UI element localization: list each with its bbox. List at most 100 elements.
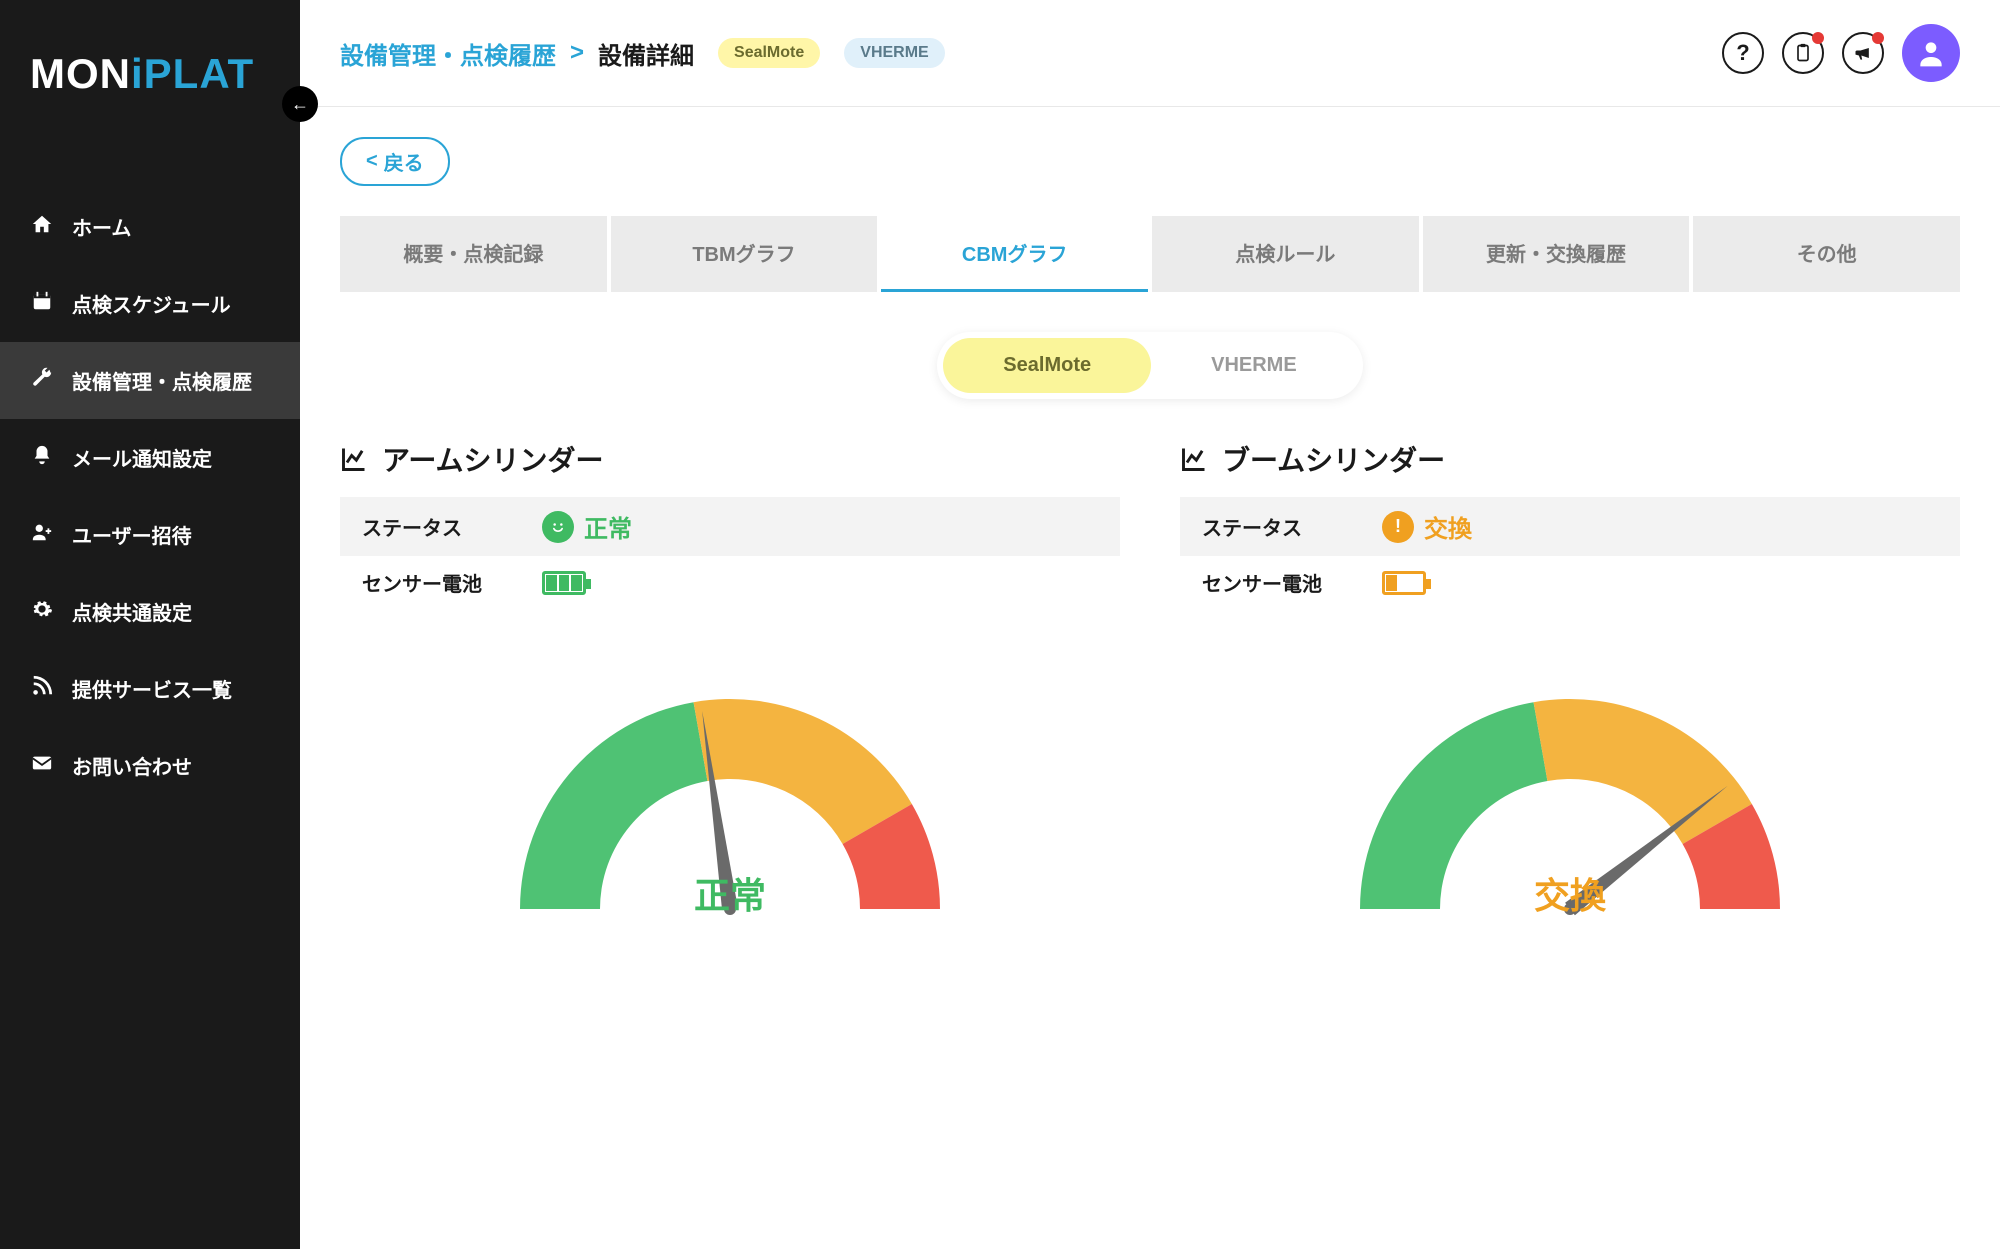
sidebar-item-user-invite[interactable]: ユーザー招待 [0,496,300,573]
sidebar-item-settings[interactable]: 点検共通設定 [0,573,300,650]
sidebar-item-contact[interactable]: お問い合わせ [0,727,300,804]
chevron-left-icon: < [366,150,378,173]
sidebar-item-services[interactable]: 提供サービス一覧 [0,650,300,727]
breadcrumb-link[interactable]: 設備管理・点検履歴 [340,36,556,71]
status-table: ステータス 正常 センサー電池 [340,497,1120,609]
calendar-icon [30,290,54,318]
panel-boom-cylinder: ブームシリンダー ステータス ! 交換 センサー電池 [1180,439,1960,929]
status-value: 正常 [542,509,632,544]
gear-icon [30,598,54,626]
arrow-left-icon: ← [291,94,309,115]
breadcrumb-separator: > [570,39,584,67]
battery-label: センサー電池 [1202,568,1382,597]
main-tabs: 概要・点検記録 TBMグラフ CBMグラフ 点検ルール 更新・交換履歴 その他 [340,216,1960,292]
tab-tbm[interactable]: TBMグラフ [611,216,878,292]
sidebar-item-label: メール通知設定 [72,443,212,472]
sidebar-collapse-button[interactable]: ← [282,86,318,122]
gauge-boom: 交換 [1330,669,1810,929]
panel-title-text: ブームシリンダー [1222,439,1445,479]
smile-icon [542,511,574,543]
tab-cbm[interactable]: CBMグラフ [881,216,1148,292]
chart-icon [1180,445,1208,473]
tag-sealmote: SealMote [718,38,820,68]
breadcrumb: 設備管理・点検履歴 > 設備詳細 SealMote VHERME [340,36,945,71]
status-row: ステータス 正常 [340,497,1120,556]
gauge-container: 交換 [1180,669,1960,929]
sidebar-item-label: 点検共通設定 [72,597,192,626]
sidebar-item-equipment[interactable]: 設備管理・点検履歴 [0,342,300,419]
sidebar-item-label: 点検スケジュール [72,289,231,318]
bell-icon [30,444,54,472]
battery-value [1382,571,1426,595]
gauge-container: 正常 [340,669,1120,929]
notification-dot [1872,32,1884,44]
subtabs: SealMote VHERME [937,332,1362,399]
subtabs-container: SealMote VHERME [340,332,1960,399]
status-label: ステータス [362,512,542,541]
clipboard-icon [1793,43,1813,63]
sidebar-item-label: 提供サービス一覧 [72,674,232,703]
page-header: 設備管理・点検履歴 > 設備詳細 SealMote VHERME ? [300,0,2000,107]
tab-other[interactable]: その他 [1693,216,1960,292]
logo-part1: MON [30,50,131,97]
gauge-label: 交換 [1330,867,1810,919]
sidebar: MONiPLAT ← ホーム 点検スケジュール 設備管理 [0,0,300,1249]
gauge-label: 正常 [490,867,970,919]
user-plus-icon [30,521,54,549]
battery-row: センサー電池 [1180,556,1960,609]
battery-icon [542,571,586,595]
subtab-vherme[interactable]: VHERME [1151,338,1357,393]
panel-title-text: アームシリンダー [382,439,603,479]
notification-dot [1812,32,1824,44]
content-area: < 戻る 概要・点検記録 TBMグラフ CBMグラフ 点検ルール 更新・交換履歴… [300,107,2000,1249]
announcement-button[interactable] [1842,32,1884,74]
back-button[interactable]: < 戻る [340,137,450,186]
logo-part2: i [131,50,144,97]
alert-icon: ! [1382,511,1414,543]
tab-history[interactable]: 更新・交換履歴 [1423,216,1690,292]
header-actions: ? [1722,24,1960,82]
help-button[interactable]: ? [1722,32,1764,74]
rss-icon [30,675,54,703]
sidebar-item-home[interactable]: ホーム [0,188,300,265]
user-icon [1915,37,1947,69]
sidebar-item-schedule[interactable]: 点検スケジュール [0,265,300,342]
status-label: ステータス [1202,512,1382,541]
back-label: 戻る [384,147,424,176]
panel-arm-cylinder: アームシリンダー ステータス 正常 [340,439,1120,929]
status-row: ステータス ! 交換 [1180,497,1960,556]
main-content: 設備管理・点検履歴 > 設備詳細 SealMote VHERME ? [300,0,2000,1249]
megaphone-icon [1853,43,1873,63]
sidebar-item-mail[interactable]: メール通知設定 [0,419,300,496]
mail-icon [30,752,54,780]
panel-title: ブームシリンダー [1180,439,1960,479]
logo-part3: PLAT [144,50,255,97]
gauge-panels: アームシリンダー ステータス 正常 [340,439,1960,929]
status-value: ! 交換 [1382,509,1472,544]
wrench-icon [30,367,54,395]
tab-overview[interactable]: 概要・点検記録 [340,216,607,292]
battery-value [542,571,586,595]
sidebar-item-label: ホーム [72,212,131,241]
question-icon: ? [1736,40,1749,66]
tab-rules[interactable]: 点検ルール [1152,216,1419,292]
home-icon [30,213,54,241]
chart-icon [340,445,368,473]
sidebar-item-label: お問い合わせ [72,751,192,780]
sidebar-item-label: ユーザー招待 [72,520,192,549]
clipboard-button[interactable] [1782,32,1824,74]
gauge-arm: 正常 [490,669,970,929]
subtab-sealmote[interactable]: SealMote [943,338,1151,393]
battery-icon [1382,571,1426,595]
status-text: 交換 [1424,509,1472,544]
sidebar-item-label: 設備管理・点検履歴 [72,366,252,395]
tag-vherme: VHERME [844,38,944,68]
user-avatar[interactable] [1902,24,1960,82]
battery-row: センサー電池 [340,556,1120,609]
sidebar-nav: ホーム 点検スケジュール 設備管理・点検履歴 メール通知設定 [0,188,300,804]
status-table: ステータス ! 交換 センサー電池 [1180,497,1960,609]
status-text: 正常 [584,509,632,544]
breadcrumb-current: 設備詳細 [598,36,694,71]
panel-title: アームシリンダー [340,439,1120,479]
battery-label: センサー電池 [362,568,542,597]
